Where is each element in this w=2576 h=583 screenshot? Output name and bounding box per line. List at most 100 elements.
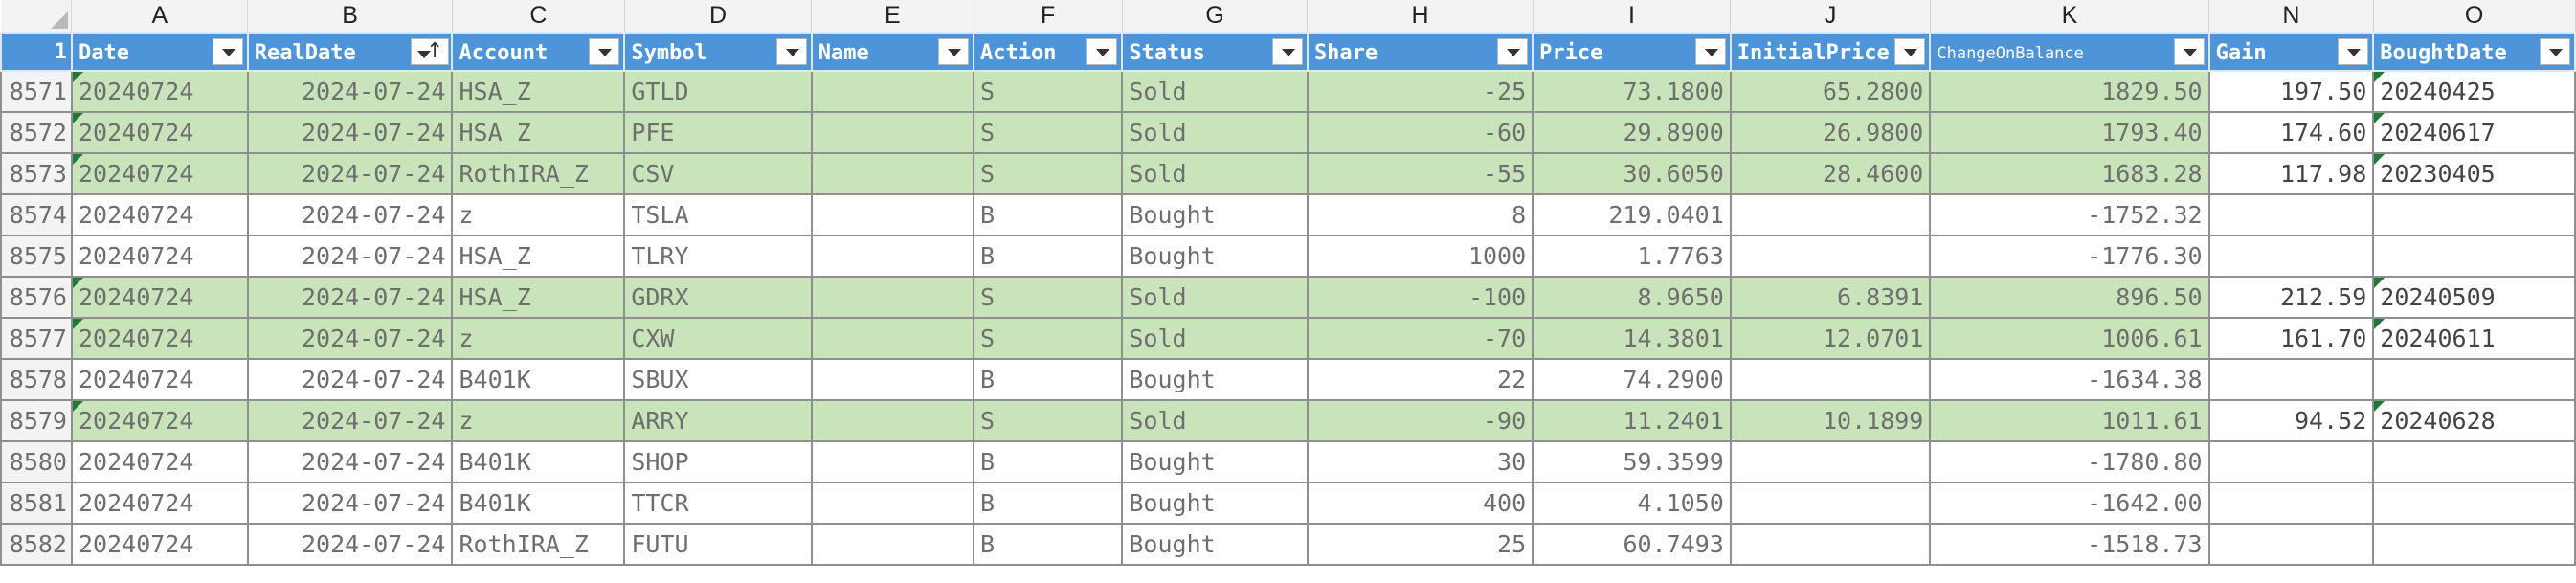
cell-symbol[interactable]: ARRY	[623, 399, 813, 442]
cell-boughtdate[interactable]	[2372, 235, 2576, 278]
cell-initialprice[interactable]	[1729, 235, 1932, 278]
filter-button-changeonbalance[interactable]	[2173, 38, 2205, 65]
cell-changeonbalance[interactable]: -1780.80	[1929, 440, 2210, 483]
cell-price[interactable]: 8.9650	[1532, 276, 1732, 319]
cell-share[interactable]: 25	[1306, 523, 1534, 566]
cell-gain[interactable]: 117.98	[2207, 152, 2375, 195]
cell-symbol[interactable]: GTLD	[623, 70, 813, 113]
filter-button-price[interactable]	[1694, 38, 1726, 65]
cell-account[interactable]: HSA_Z	[451, 235, 626, 278]
column-header-f[interactable]: F	[974, 0, 1123, 34]
filter-button-date[interactable]	[212, 38, 243, 65]
cell-action[interactable]: B	[972, 440, 1124, 483]
cell-price[interactable]: 219.0401	[1532, 193, 1732, 236]
cell-realdate[interactable]: 2024-07-24	[246, 523, 454, 566]
select-all-button[interactable]	[1, 0, 73, 34]
header-cell-name[interactable]: Name	[810, 32, 975, 72]
cell-gain[interactable]: 197.50	[2207, 70, 2375, 113]
cell-gain[interactable]: 174.60	[2207, 111, 2375, 154]
cell-gain[interactable]	[2207, 193, 2375, 236]
cell-status[interactable]: Bought	[1121, 193, 1309, 236]
column-header-c[interactable]: C	[452, 0, 625, 34]
cell-realdate[interactable]: 2024-07-24	[246, 111, 454, 154]
header-cell-date[interactable]: Date	[70, 32, 249, 72]
header-cell-symbol[interactable]: Symbol	[623, 32, 813, 72]
cell-realdate[interactable]: 2024-07-24	[246, 358, 454, 401]
cell-initialprice[interactable]	[1729, 482, 1932, 525]
cell-boughtdate[interactable]: 20240509	[2372, 276, 2576, 319]
column-header-b[interactable]: B	[247, 0, 453, 34]
cell-name[interactable]	[810, 111, 975, 154]
cell-changeonbalance[interactable]: -1518.73	[1929, 523, 2210, 566]
cell-account[interactable]: B401K	[451, 440, 626, 483]
cell-share[interactable]: 30	[1306, 440, 1534, 483]
cell-initialprice[interactable]: 6.8391	[1729, 276, 1932, 319]
cell-account[interactable]: RothIRA_Z	[451, 523, 626, 566]
cell-symbol[interactable]: CXW	[623, 317, 813, 360]
column-header-j[interactable]: J	[1730, 0, 1931, 34]
cell-name[interactable]	[810, 482, 975, 525]
cell-changeonbalance[interactable]: 896.50	[1929, 276, 2210, 319]
cell-action[interactable]: S	[972, 317, 1124, 360]
header-cell-action[interactable]: Action	[972, 32, 1124, 72]
cell-date[interactable]: 20240724	[70, 193, 249, 236]
cell-share[interactable]: -60	[1306, 111, 1534, 154]
cell-date[interactable]: 20240724	[70, 399, 249, 442]
cell-share[interactable]: 400	[1306, 482, 1534, 525]
cell-changeonbalance[interactable]: 1006.61	[1929, 317, 2210, 360]
cell-name[interactable]	[810, 193, 975, 236]
cell-initialprice[interactable]	[1729, 440, 1932, 483]
row-header[interactable]: 8578	[0, 358, 73, 401]
cell-share[interactable]: -55	[1306, 152, 1534, 195]
row-header[interactable]: 8575	[0, 235, 73, 278]
cell-date[interactable]: 20240724	[70, 276, 249, 319]
cell-realdate[interactable]: 2024-07-24	[246, 482, 454, 525]
cell-initialprice[interactable]: 26.9800	[1729, 111, 1932, 154]
cell-boughtdate[interactable]	[2372, 193, 2576, 236]
cell-account[interactable]: HSA_Z	[451, 70, 626, 113]
cell-date[interactable]: 20240724	[70, 358, 249, 401]
cell-price[interactable]: 73.1800	[1532, 70, 1732, 113]
cell-changeonbalance[interactable]: -1752.32	[1929, 193, 2210, 236]
filter-button-boughtdate[interactable]	[2540, 38, 2570, 65]
row-header[interactable]: 8574	[0, 193, 73, 236]
row-header[interactable]: 8572	[0, 111, 73, 154]
cell-share[interactable]: 8	[1306, 193, 1534, 236]
cell-date[interactable]: 20240724	[70, 317, 249, 360]
cell-gain[interactable]	[2207, 358, 2375, 401]
column-header-h[interactable]: H	[1307, 0, 1534, 34]
row-header[interactable]: 8582	[0, 523, 73, 566]
cell-status[interactable]: Sold	[1121, 111, 1309, 154]
cell-changeonbalance[interactable]: 1683.28	[1929, 152, 2210, 195]
row-header[interactable]: 8576	[0, 276, 73, 319]
cell-account[interactable]: B401K	[451, 482, 626, 525]
cell-symbol[interactable]: SHOP	[623, 440, 813, 483]
cell-name[interactable]	[810, 317, 975, 360]
header-cell-account[interactable]: Account	[451, 32, 626, 72]
cell-status[interactable]: Bought	[1121, 523, 1309, 566]
cell-account[interactable]: HSA_Z	[451, 111, 626, 154]
cell-realdate[interactable]: 2024-07-24	[246, 440, 454, 483]
cell-action[interactable]: B	[972, 482, 1124, 525]
filter-button-account[interactable]	[589, 38, 620, 65]
cell-status[interactable]: Sold	[1121, 317, 1309, 360]
cell-date[interactable]: 20240724	[70, 111, 249, 154]
cell-initialprice[interactable]	[1729, 523, 1932, 566]
cell-boughtdate[interactable]	[2372, 523, 2576, 566]
header-cell-gain[interactable]: Gain	[2207, 32, 2375, 72]
filter-button-name[interactable]	[938, 38, 969, 65]
row-header[interactable]: 8580	[0, 440, 73, 483]
cell-boughtdate[interactable]: 20240425	[2372, 70, 2576, 113]
cell-symbol[interactable]: CSV	[623, 152, 813, 195]
cell-name[interactable]	[810, 523, 975, 566]
cell-realdate[interactable]: 2024-07-24	[246, 399, 454, 442]
cell-name[interactable]	[810, 70, 975, 113]
header-cell-changeonbalance[interactable]: ChangeOnBalance	[1929, 32, 2210, 72]
cell-action[interactable]: B	[972, 235, 1124, 278]
cell-status[interactable]: Sold	[1121, 399, 1309, 442]
cell-gain[interactable]: 161.70	[2207, 317, 2375, 360]
cell-boughtdate[interactable]: 20240617	[2372, 111, 2576, 154]
row-header[interactable]: 8573	[0, 152, 73, 195]
cell-symbol[interactable]: TSLA	[623, 193, 813, 236]
cell-action[interactable]: S	[972, 152, 1124, 195]
